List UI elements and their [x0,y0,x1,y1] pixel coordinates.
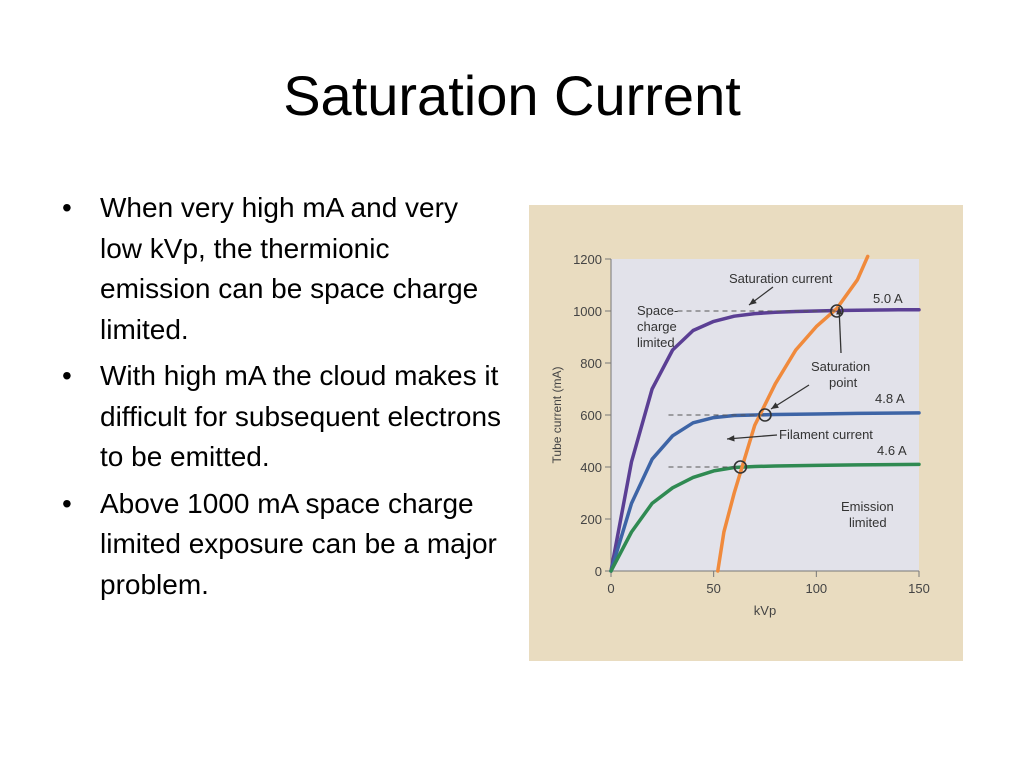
saturation-current-label: Saturation current [729,271,833,286]
emission-limited-label: limited [849,515,887,530]
filament-current-arrow-head [727,435,735,442]
chart-photo: 0 200 400 600 800 1000 1200 0 50 100 150 kVp Tube cu… [529,205,963,661]
label-4-8a: 4.8 A [875,391,905,406]
saturation-point-marker [733,460,748,474]
space-charge-label: limited [637,335,675,350]
space-charge-label: charge [637,319,677,334]
label-4-6a: 4.6 A [877,443,907,458]
slide-title: Saturation Current [283,64,741,127]
saturation-point-marker [830,304,844,318]
bullet-item: • When very high mA and very low kVp, th… [62,188,502,350]
bullet-list: • When very high mA and very low kVp, th… [62,188,502,611]
saturation-point-arrow-bottom [770,384,810,410]
y-tick-label: 400 [580,460,602,475]
saturation-point-arrow-bottom-head [771,402,779,409]
saturation-point-label: Saturation [811,359,870,374]
y-tick-label: 800 [580,356,602,371]
emission-limited-label: Emission [841,499,894,514]
curve-5a [609,307,921,573]
x-tick-label: 50 [706,581,720,596]
bullet-text: With high mA the cloud makes it difficul… [100,360,502,472]
y-axis-label: Tube current (mA) [550,367,564,464]
bullet-item: • With high mA the cloud makes it diffic… [62,356,502,478]
saturation-point-label: point [829,375,858,390]
saturation-curve [716,254,870,573]
bullet-dot: • [62,360,72,391]
saturation-point-marker [758,408,772,422]
curve-4-6a [609,462,921,573]
saturation-point-arrow-top-head [836,307,843,315]
bullet-item: • Above 1000 mA space charge limited exp… [62,484,502,606]
bullet-dot: • [62,192,72,223]
y-tick-label: 600 [580,408,602,423]
bullet-dot: • [62,487,72,519]
x-tick-label: 100 [805,581,827,596]
filament-current-label: Filament current [779,427,873,442]
y-tick-label: 200 [580,512,602,527]
saturation-point-arrow-top [838,306,842,354]
x-tick-label: 0 [607,581,614,596]
filament-current-arrow [726,434,778,440]
tube-current-chart: 0 200 400 600 800 1000 1200 0 50 100 150 kVp Tube cu… [529,205,963,661]
bullet-text: Above 1000 mA space charge limited expos… [100,487,497,600]
x-axis-label: kVp [754,603,776,618]
x-tick-label: 150 [908,581,930,596]
curve-4-8a [609,411,921,573]
y-tick-label: 1200 [573,252,602,267]
bullet-text: When very high mA and very low kVp, the … [100,192,479,345]
y-tick-label: 1000 [573,304,602,319]
y-tick-label: 0 [595,564,602,579]
saturation-current-arrow-head [749,298,757,305]
label-5a: 5.0 A [873,291,903,306]
space-charge-label: Space- [637,303,678,318]
